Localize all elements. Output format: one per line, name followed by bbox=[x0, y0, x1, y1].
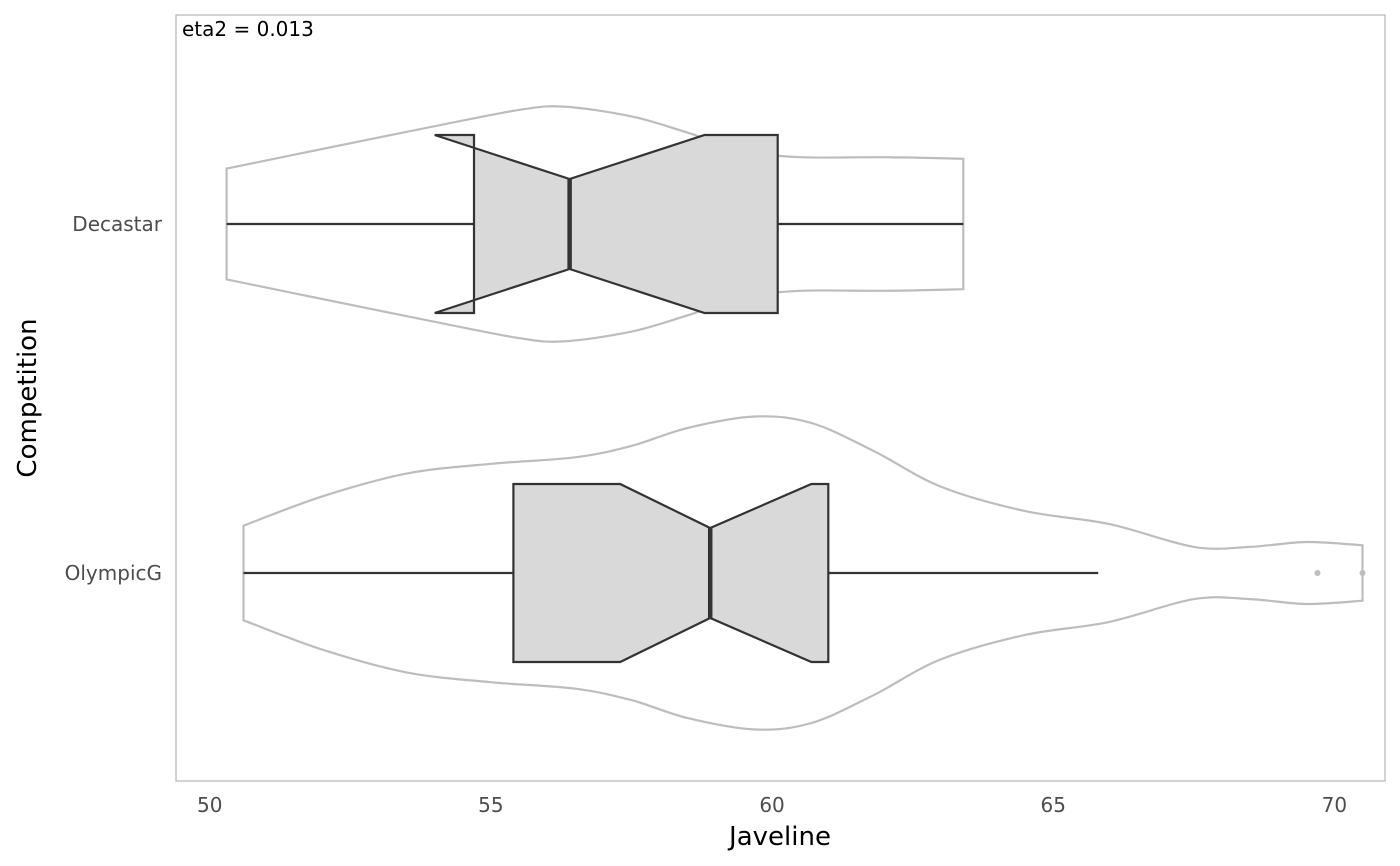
x-axis-title: Javeline bbox=[727, 822, 831, 852]
box-olympicg bbox=[512, 482, 830, 664]
violin-decastar bbox=[225, 105, 965, 343]
violin-olympicg bbox=[242, 415, 1364, 731]
violin-layer bbox=[225, 105, 1364, 731]
panel-border bbox=[175, 14, 1386, 782]
box-decastar bbox=[434, 133, 779, 315]
eta2-annotation: eta2 = 0.013 bbox=[182, 17, 314, 41]
x-tick-label-55: 55 bbox=[478, 793, 503, 817]
x-axis: 50 55 60 65 70 bbox=[197, 793, 1347, 817]
outlier-olympicg-2 bbox=[1359, 570, 1366, 576]
x-tick-label-50: 50 bbox=[197, 793, 222, 817]
box-layer bbox=[226, 133, 1099, 664]
y-tick-label-olympicg: OlympicG bbox=[65, 561, 162, 585]
outlier-olympicg-1 bbox=[1314, 570, 1321, 576]
y-axis-title: Competition bbox=[13, 318, 43, 477]
x-tick-label-65: 65 bbox=[1041, 793, 1066, 817]
x-tick-label-70: 70 bbox=[1322, 793, 1347, 817]
outlier-layer bbox=[1314, 570, 1366, 576]
y-axis: Decastar OlympicG bbox=[65, 212, 163, 585]
y-tick-label-decastar: Decastar bbox=[72, 212, 162, 236]
x-tick-label-60: 60 bbox=[759, 793, 784, 817]
